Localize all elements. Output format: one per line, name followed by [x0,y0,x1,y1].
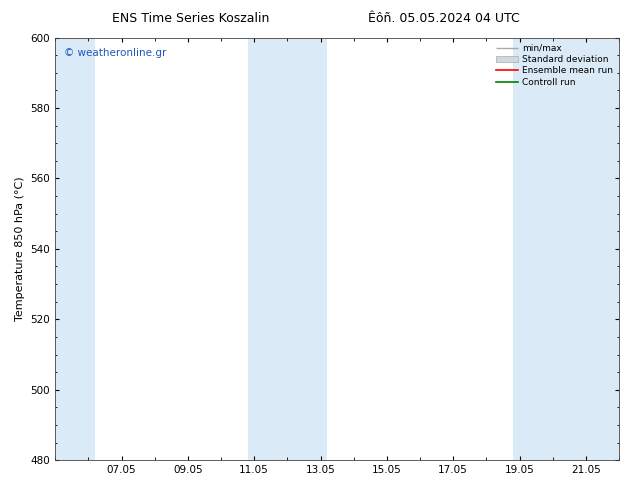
Legend: min/max, Standard deviation, Ensemble mean run, Controll run: min/max, Standard deviation, Ensemble me… [494,42,614,89]
Bar [513,38,619,460]
Y-axis label: Temperature 850 hPa (°C): Temperature 850 hPa (°C) [15,176,25,321]
Bar [247,38,327,460]
Text: ENS Time Series Koszalin: ENS Time Series Koszalin [112,12,269,25]
Text: Êôñ. 05.05.2024 04 UTC: Êôñ. 05.05.2024 04 UTC [368,12,520,25]
Text: © weatheronline.gr: © weatheronline.gr [63,48,166,58]
Bar [55,38,95,460]
